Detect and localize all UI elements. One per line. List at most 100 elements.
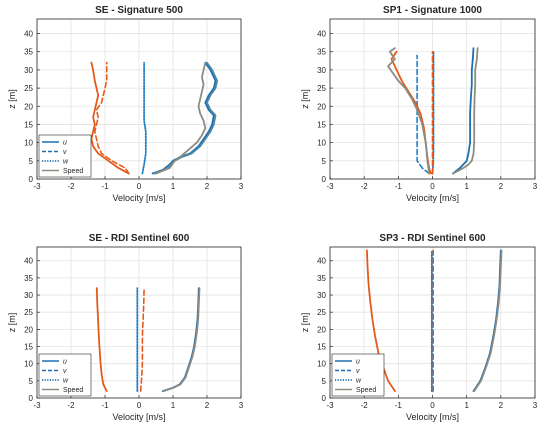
legend: uvw Speed [38, 134, 92, 178]
y-tick-label: 30 [317, 66, 326, 75]
y-axis-label: z [m] [7, 89, 17, 109]
x-tick-label: -3 [326, 401, 334, 410]
series-line-v [139, 287, 145, 392]
x-tick-label: 3 [533, 182, 538, 191]
series-line-speed [155, 61, 207, 175]
series-line-u [452, 47, 475, 175]
legend-label-w: w [63, 378, 69, 385]
y-tick-label: 25 [317, 308, 326, 317]
x-tick-label: 2 [205, 182, 210, 191]
y-axis-label: z [m] [300, 89, 310, 109]
legend-label-speed: Speed [63, 168, 83, 175]
x-axis-label: Velocity [m/s] [406, 193, 459, 203]
series-line-u-alt [95, 287, 108, 393]
y-tick-label: 20 [317, 102, 326, 111]
x-axis-label: Velocity [m/s] [406, 412, 459, 422]
y-tick-label: 30 [24, 66, 33, 75]
x-tick-label: 2 [205, 401, 210, 410]
series-line-speed [162, 287, 201, 393]
x-axis-label: Velocity [m/s] [112, 193, 165, 203]
series-line-speed [452, 47, 479, 175]
x-tick-label: 1 [171, 182, 176, 191]
x-tick-label: 0 [137, 401, 142, 410]
legend-label-v: v [356, 368, 360, 375]
y-tick-label: 35 [317, 48, 326, 57]
x-tick-label: 0 [137, 182, 142, 191]
chart-title: SE - Signature 500 [95, 5, 183, 16]
legend-label-w: w [356, 378, 362, 385]
y-tick-label: 10 [24, 360, 33, 369]
y-tick-label: 5 [322, 377, 327, 386]
legend-label-v: v [63, 149, 67, 156]
series-line-u-alt [90, 61, 130, 175]
y-tick-label: 40 [24, 257, 33, 266]
y-tick-label: 20 [24, 102, 33, 111]
y-tick-label: 0 [29, 394, 34, 403]
y-tick-label: 30 [317, 291, 326, 300]
y-tick-label: 40 [317, 257, 326, 266]
chart-title: SP1 - Signature 1000 [383, 5, 482, 16]
legend-label-u: u [63, 359, 67, 366]
y-tick-label: 25 [317, 84, 326, 93]
series-line-speed [473, 249, 503, 393]
series-line-v [416, 54, 430, 175]
y-tick-label: 15 [24, 343, 33, 352]
series-line-u [151, 61, 217, 175]
y-tick-label: 20 [317, 325, 326, 334]
series-line-w [141, 61, 147, 175]
legend-label-v: v [63, 368, 67, 375]
y-tick-label: 40 [24, 30, 33, 39]
y-tick-label: 0 [322, 175, 327, 184]
legend: uvw Speed [38, 353, 92, 397]
y-tick-label: 5 [29, 377, 34, 386]
x-tick-label: 3 [239, 182, 244, 191]
x-tick-label: 1 [464, 182, 469, 191]
x-tick-label: 1 [464, 401, 469, 410]
x-tick-label: -3 [326, 182, 334, 191]
x-tick-label: -3 [33, 401, 41, 410]
x-tick-label: 3 [533, 401, 538, 410]
y-tick-label: 10 [24, 139, 33, 148]
y-tick-label: 25 [24, 308, 33, 317]
x-tick-label: -1 [395, 182, 403, 191]
y-tick-label: 30 [24, 291, 33, 300]
y-tick-label: 25 [24, 84, 33, 93]
y-tick-label: 15 [317, 120, 326, 129]
y-tick-label: 10 [317, 139, 326, 148]
legend-label-u: u [63, 140, 67, 147]
x-tick-label: 1 [171, 401, 176, 410]
series-line-speed-alt [387, 47, 431, 175]
x-tick-label: -2 [67, 182, 75, 191]
y-tick-label: 35 [24, 48, 33, 57]
x-tick-label: 3 [239, 401, 244, 410]
chart-title: SP3 - RDI Sentinel 600 [379, 233, 486, 244]
x-tick-label: -1 [101, 182, 109, 191]
legend-label-u: u [356, 359, 360, 366]
chart-title: SE - RDI Sentinel 600 [89, 233, 190, 244]
y-tick-label: 0 [322, 394, 327, 403]
x-tick-label: 2 [499, 182, 504, 191]
y-tick-label: 20 [24, 325, 33, 334]
series-line-u-alt [365, 249, 396, 393]
y-axis-label: z [m] [300, 313, 310, 333]
x-tick-label: -2 [361, 401, 369, 410]
y-tick-label: 15 [24, 120, 33, 129]
y-tick-label: 15 [317, 343, 326, 352]
y-tick-label: 5 [29, 157, 34, 166]
x-tick-label: 0 [430, 401, 435, 410]
x-axis-label: Velocity [m/s] [112, 412, 165, 422]
legend: uvw Speed [331, 353, 385, 397]
y-tick-label: 10 [317, 360, 326, 369]
series-line-v [94, 61, 130, 175]
x-tick-label: -3 [33, 182, 41, 191]
x-tick-label: 0 [430, 182, 435, 191]
y-tick-label: 35 [24, 274, 33, 283]
y-tick-label: 0 [29, 175, 34, 184]
x-tick-label: -1 [101, 401, 109, 410]
x-tick-label: -1 [395, 401, 403, 410]
